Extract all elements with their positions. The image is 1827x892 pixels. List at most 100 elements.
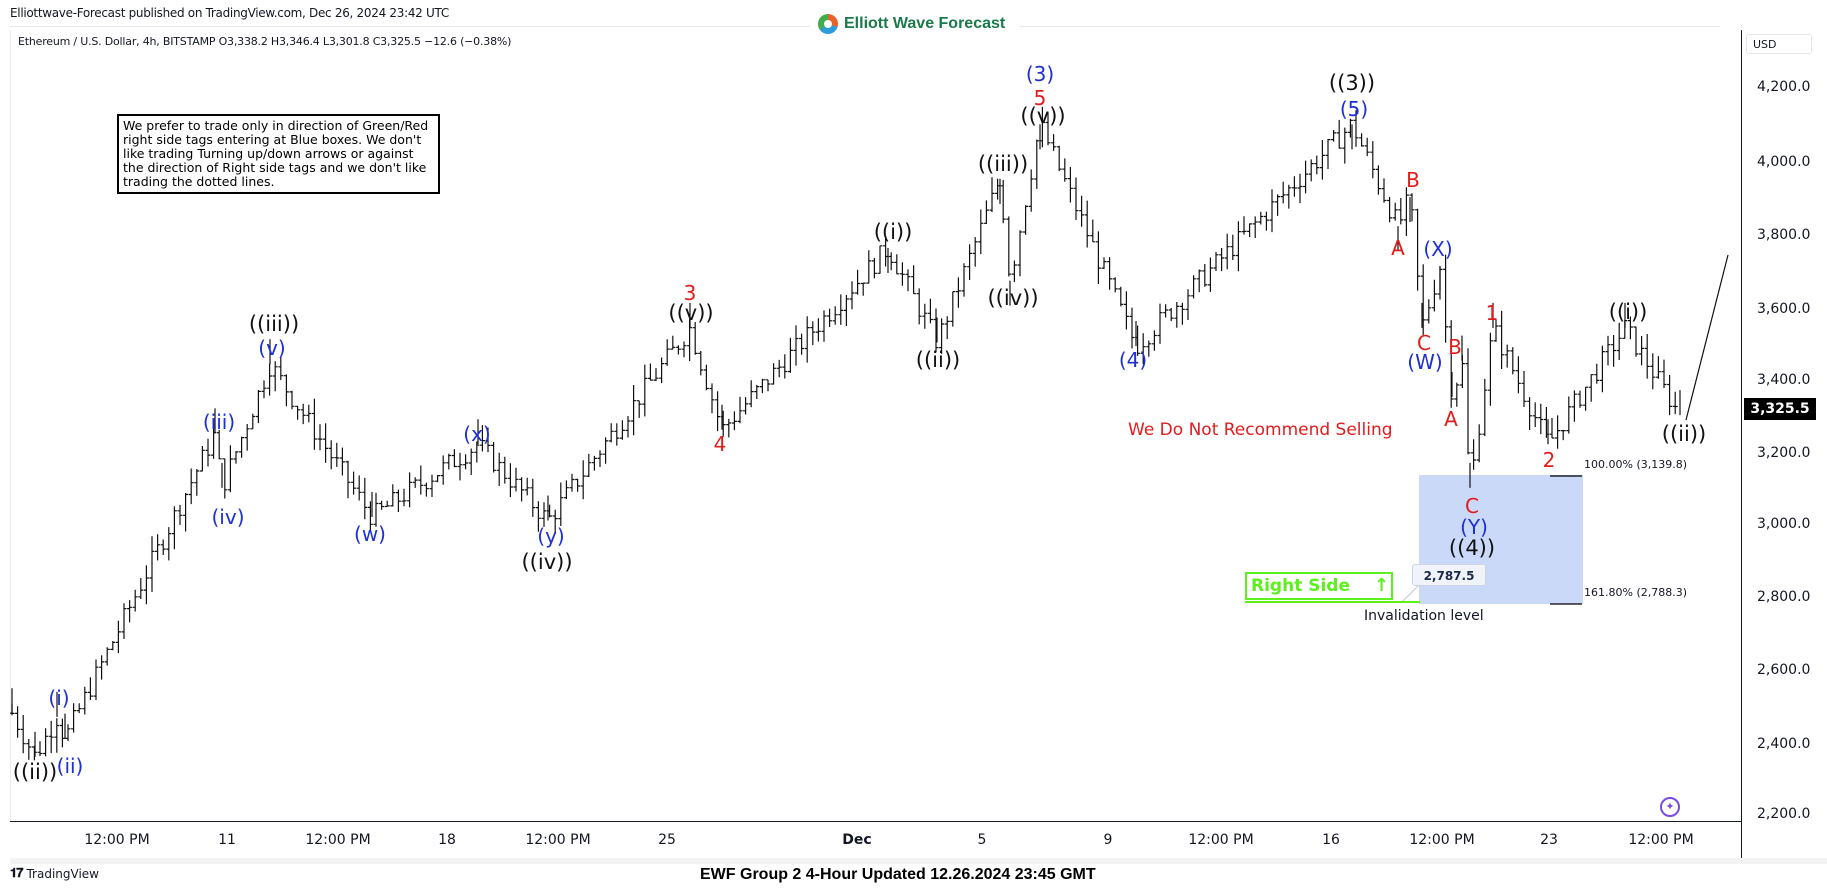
ohlc-bar [1017,230,1023,277]
ohlc-bar [485,427,491,453]
wave-label: (X) [1423,237,1453,261]
ohlc-bar [295,405,301,420]
price-plot[interactable] [10,30,1741,821]
time-label: 12:00 PM [1188,832,1254,848]
wave-label: (iii) [202,410,236,434]
ohlc-bar [860,282,866,296]
brand-name: Elliott Wave Forecast [844,15,1006,32]
ohlc-bar [1297,173,1303,204]
bottom-strip [10,858,1827,864]
ohlc-bar [1303,160,1309,194]
ohlc-bar [535,501,541,532]
ohlc-bar [513,467,519,492]
ohlc-bars [10,106,1681,761]
ohlc-bar [255,390,261,424]
ohlc-bar [1157,303,1163,344]
ohlc-bar [1364,137,1370,157]
ohlc-bar [1090,219,1096,243]
no-sell-note: We Do Not Recommend Selling [1128,420,1393,440]
ohlc-bar [1252,216,1258,238]
ohlc-bar [1672,391,1678,415]
ohlc-bar [317,424,323,451]
ohlc-bar [569,473,575,492]
ohlc-bar [558,482,564,526]
ohlc-bar [782,354,788,379]
wave-label: 1 [1485,301,1499,325]
ohlc-bar [888,252,894,271]
price-label: 2,200.0 [1757,806,1811,822]
ohlc-bar [1269,189,1275,233]
ohlc-bar [530,478,536,517]
ohlc-bar [183,493,189,532]
time-label: 11 [218,832,236,848]
ohlc-bar [1319,140,1325,180]
ohlc-bar [373,492,379,527]
ohlc-bar [367,501,373,532]
wave-label: (y) [537,524,565,548]
ohlc-bar [199,446,205,472]
ohlc-bar [1521,371,1527,407]
ohlc-bar [1538,403,1544,435]
ohlc-bar [1583,386,1589,411]
last-price-tag: 3,325.5 [1744,398,1816,420]
invalidation-pointer [1401,583,1421,603]
wave-label: (ii) [56,754,84,778]
ohlc-bar [166,527,172,561]
ohlc-bar [233,451,239,464]
time-label: 16 [1322,832,1340,848]
ohlc-bar [703,364,709,391]
currency-badge[interactable]: USD [1746,34,1812,54]
ohlc-bar [799,333,805,355]
ohlc-bar [1000,179,1006,224]
ohlc-bar [1510,347,1516,375]
ohlc-bar [401,488,407,507]
ohlc-bar [48,720,54,754]
ohlc-bar [1011,260,1017,282]
ohlc-bar [171,506,177,550]
ohlc-bar [944,316,950,340]
right-side-tag: Right Side ↑ [1245,572,1393,600]
time-axis[interactable] [10,821,1741,860]
ohlc-bar [815,318,821,342]
ohlc-bar [939,318,945,354]
ohlc-bar [239,436,245,458]
time-label: 12:00 PM [525,832,591,848]
ohlc-bar [664,339,670,366]
ohlc-bar [1594,363,1600,384]
ohlc-bar [922,303,928,329]
ohlc-bar [1291,176,1297,197]
ohlc-bar [177,504,183,525]
ohlc-bar [1611,335,1617,367]
ohlc-bar [776,359,782,378]
ohlc-bar [345,460,351,499]
ohlc-bar [1275,194,1281,216]
ohlc-bar [143,565,149,605]
ohlc-bar [250,413,256,430]
ohlc-bar [995,178,1001,200]
ohlc-bar [771,363,777,385]
chart-frame [10,30,1827,860]
price-label: 3,600.0 [1757,301,1811,317]
ohlc-bar [149,536,155,592]
ohlc-bar [1258,211,1264,225]
ohlc-bar [631,385,637,436]
wave-label: (Y) [1460,515,1488,539]
ohlc-bar [1067,167,1073,203]
ohlc-bar [1107,257,1113,290]
wave-label: 4 [713,432,727,456]
ohlc-bar [580,460,586,500]
ohlc-bar [15,706,21,738]
compass-icon[interactable]: ✦ [1660,797,1680,817]
ohlc-bar [1202,264,1208,287]
time-label: 9 [1103,832,1113,848]
ohlc-bar [804,316,810,363]
ohlc-bar [737,396,743,424]
ohlc-bar [1331,130,1337,142]
ohlc-bar [1051,134,1057,151]
time-label: 18 [438,832,456,848]
ohlc-bar [115,620,121,653]
ohlc-bar [1599,345,1605,393]
price-axis[interactable] [1741,30,1818,859]
ohlc-bar [1443,254,1449,343]
ohlc-bar [446,453,452,470]
